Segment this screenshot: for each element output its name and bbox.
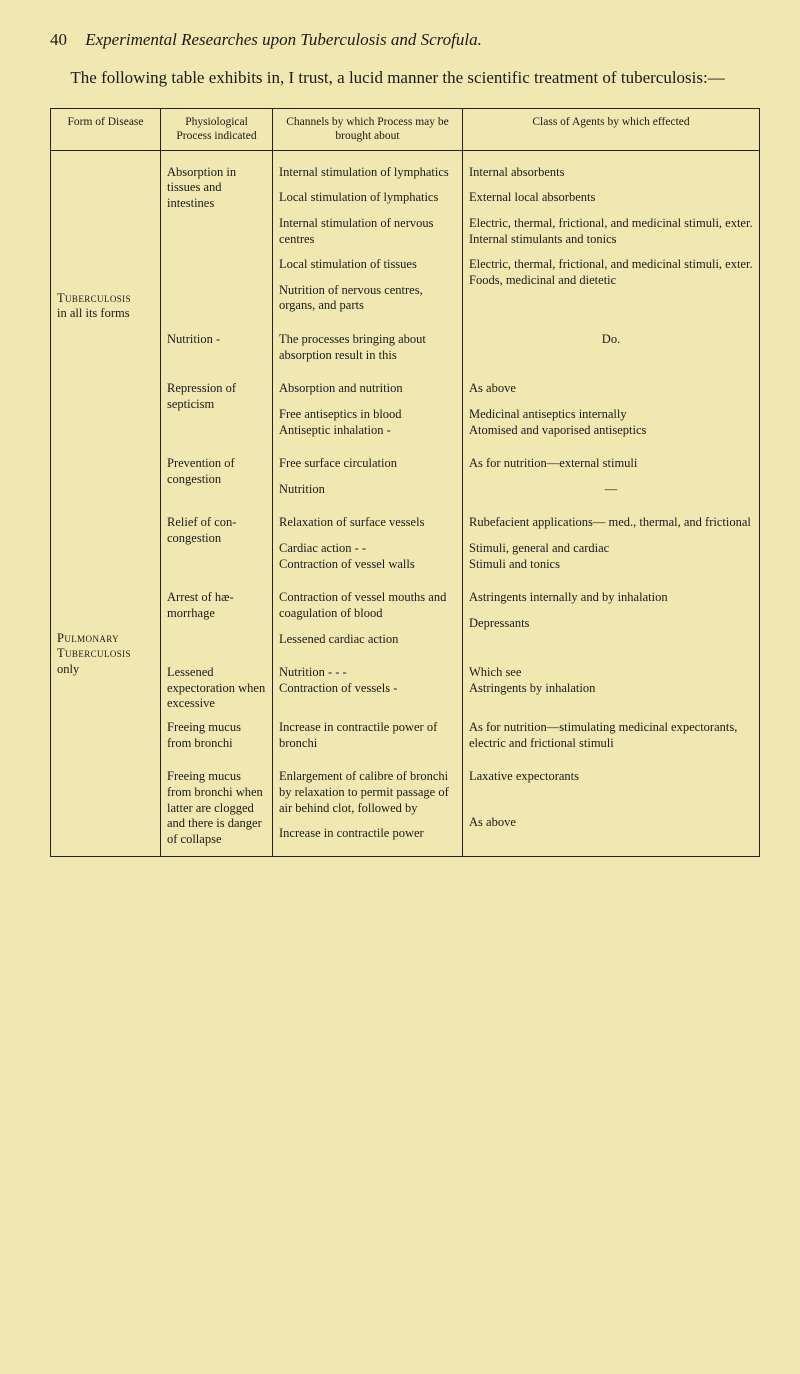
table-header-row: Form of Disease Physiological Process in… (51, 108, 760, 150)
channel-item: Increase in contractile power of bronchi (279, 720, 456, 751)
class-item: Laxative expectorants (469, 769, 753, 785)
process-cell: Absorption in tissues and intestines (161, 150, 273, 328)
channels-cell: Internal stimulation of lymphatics Local… (273, 150, 463, 328)
channel-item: Nutrition (279, 482, 456, 498)
channel-item: Lessened cardiac action (279, 632, 456, 648)
form-label-line: Tuberculosis (57, 646, 154, 662)
channel-item: Absorption and nutrition (279, 381, 456, 397)
form-label-tuberculosis: Tuberculosis in all its forms (51, 150, 161, 452)
process-cell: Freeing mucus from bronchi when latter a… (161, 765, 273, 856)
class-cell: Do. (463, 328, 760, 377)
channel-item: Internal stimulation of lymphatics (279, 165, 456, 181)
channels-cell: Increase in contractile power of bronchi (273, 716, 463, 765)
class-cell: Which see Astringents by inhalation (463, 661, 760, 716)
class-item: Internal absorbents (469, 165, 753, 181)
channels-cell: Enlargement of calibre of bronchi by rel… (273, 765, 463, 856)
running-head: 40 Experimental Researches upon Tubercul… (50, 30, 760, 50)
channels-cell: Relaxation of surface vessels Cardiac ac… (273, 511, 463, 586)
channel-item: Cardiac action - - (279, 541, 456, 557)
class-item: Internal stimulants and tonics (469, 232, 753, 248)
class-item: As above (469, 815, 753, 831)
form-label-pulmonary: Pulmonary Tuberculosis only (51, 452, 161, 856)
table-row: Tuberculosis in all its forms Absorption… (51, 150, 760, 328)
channel-item: Contraction of vessel walls (279, 557, 456, 573)
channels-cell: Nutrition - - - Contraction of vessels - (273, 661, 463, 716)
channel-item: Contraction of vessels - (279, 681, 456, 697)
channel-item: Nutrition - - - (279, 665, 456, 681)
form-label-line: Tuberculosis (57, 291, 154, 307)
process-cell: Prevention of congestion (161, 452, 273, 511)
channel-item: Nutrition of nervous centres, organs, an… (279, 283, 456, 314)
channel-item: Increase in contractile power (279, 826, 456, 842)
col-header-class: Class of Agents by which effected (463, 108, 760, 150)
class-item: Atomised and vaporised antiseptics (469, 423, 753, 439)
class-item: External local absorbents (469, 190, 753, 206)
class-cell: As above Medicinal antiseptics internall… (463, 377, 760, 452)
page-number: 40 (50, 30, 67, 50)
page: 40 Experimental Researches upon Tubercul… (0, 0, 800, 897)
channel-item: The processes bringing about absorption … (279, 332, 456, 363)
class-item: Astringents internally and by inhalation (469, 590, 753, 606)
channels-cell: Absorption and nutrition Free antiseptic… (273, 377, 463, 452)
class-item: Do. (469, 332, 753, 348)
form-label-line: in all its forms (57, 306, 154, 322)
channel-item: Antiseptic inhalation - (279, 423, 456, 439)
class-item: As for nutrition—stimulating medicinal e… (469, 720, 753, 751)
class-item: Rubefacient applications— med., thermal,… (469, 515, 753, 531)
class-item: As for nutrition—external stimuli (469, 456, 753, 472)
class-item: Foods, medicinal and dietetic (469, 273, 753, 289)
channels-cell: Free surface circulation Nutrition (273, 452, 463, 511)
class-cell: Laxative expectorants As above (463, 765, 760, 856)
class-item: Which see (469, 665, 753, 681)
intro-paragraph: The following table exhibits in, I trust… (50, 67, 760, 90)
class-cell: As for nutrition—stimulating medicinal e… (463, 716, 760, 765)
channel-item: Internal stimulation of nervous centres (279, 216, 456, 247)
channel-item: Local stimulation of tissues (279, 257, 456, 273)
class-item: As above (469, 381, 753, 397)
form-label-line: Pulmonary (57, 631, 154, 647)
process-cell: Lessened expectoration when excessive (161, 661, 273, 716)
channels-cell: The processes bringing about absorption … (273, 328, 463, 377)
class-cell: Internal absorbents External local absor… (463, 150, 760, 328)
running-title: Experimental Researches upon Tuberculosi… (85, 30, 482, 49)
process-cell: Relief of con- congestion (161, 511, 273, 586)
class-cell: Astringents internally and by inhalation… (463, 586, 760, 661)
process-cell: Arrest of hæ- morrhage (161, 586, 273, 661)
channel-item: Enlargement of calibre of bronchi by rel… (279, 769, 456, 816)
channel-item: Free surface circulation (279, 456, 456, 472)
class-item: Stimuli and tonics (469, 557, 753, 573)
channels-cell: Contraction of vessel mouths and coagula… (273, 586, 463, 661)
process-cell: Freeing mucus from bronchi (161, 716, 273, 765)
class-item: Stimuli, general and cardiac (469, 541, 753, 557)
class-item: Electric, thermal, frictional, and medic… (469, 257, 753, 273)
class-item: Astringents by inhalation (469, 681, 753, 697)
class-cell: As for nutrition—external stimuli — (463, 452, 760, 511)
process-cell: Nutrition - (161, 328, 273, 377)
class-item: Medicinal antiseptics internally (469, 407, 753, 423)
class-item: Depressants (469, 616, 753, 632)
channel-item: Contraction of vessel mouths and coagula… (279, 590, 456, 621)
channel-item: Relaxation of surface vessels (279, 515, 456, 531)
class-item: — (469, 482, 753, 498)
col-header-channels: Channels by which Process may be brought… (273, 108, 463, 150)
channel-item: Free antiseptics in blood (279, 407, 456, 423)
process-cell: Repression of septicism (161, 377, 273, 452)
class-cell: Rubefacient applications— med., thermal,… (463, 511, 760, 586)
class-item: Electric, thermal, frictional, and medic… (469, 216, 753, 232)
channel-item: Local stimulation of lymphatics (279, 190, 456, 206)
treatment-table: Form of Disease Physiological Process in… (50, 108, 760, 857)
col-header-process: Physiological Process indicated (161, 108, 273, 150)
table-row: Pulmonary Tuberculosis only Prevention o… (51, 452, 760, 511)
form-label-line: only (57, 662, 154, 678)
col-header-form: Form of Disease (51, 108, 161, 150)
